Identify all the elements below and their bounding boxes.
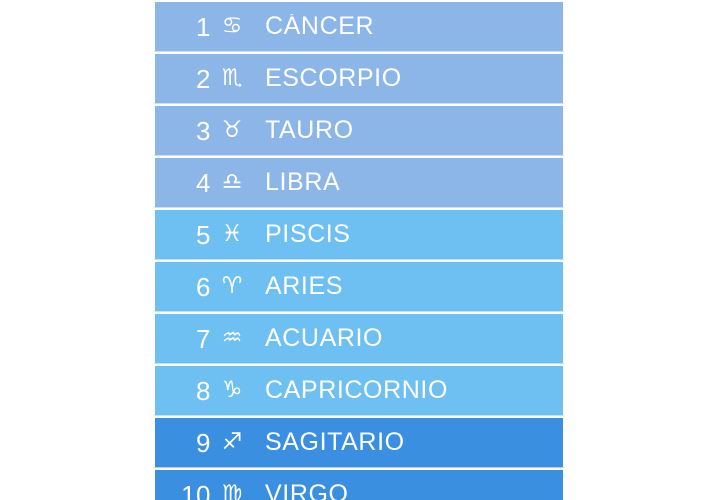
scorpio-symbol-icon: ♏: [221, 65, 243, 91]
zodiac-row[interactable]: 10 ♍ VIRGO: [153, 468, 565, 500]
zodiac-sign-label: ARIES: [265, 274, 344, 299]
zodiac-row[interactable]: 8 ♑ CAPRICORNIO: [153, 364, 565, 416]
rank-number: 6: [196, 271, 211, 302]
zodiac-row[interactable]: 1 ♋ CÁNCER: [153, 0, 565, 52]
zodiac-row[interactable]: 3 ♉ TAURO: [153, 104, 565, 156]
zodiac-row[interactable]: 2 ♏ ESCORPIO: [153, 52, 565, 104]
rank-number: 2: [196, 63, 211, 94]
zodiac-sign-label: SAGITARIO: [265, 430, 405, 455]
rank-number: 3: [196, 115, 211, 146]
rank-number: 8: [196, 375, 211, 406]
zodiac-sign-label: VIRGO: [265, 482, 349, 500]
zodiac-sign-label: ACUARIO: [265, 326, 384, 351]
aries-symbol-icon: ♈: [221, 273, 243, 299]
libra-symbol-icon: ♎: [221, 169, 243, 195]
zodiac-ranking-list[interactable]: 1 ♋ CÁNCER 2 ♏ ESCORPIO 3 ♉ TAURO 4 ♎ LIBRA 5 ♓ PISCIS…: [153, 0, 565, 500]
zodiac-sign-label: CÁNCER: [265, 14, 375, 39]
rank-number: 9: [196, 427, 211, 458]
rank-number: 10: [181, 479, 211, 500]
zodiac-row[interactable]: 6 ♈ ARIES: [153, 260, 565, 312]
zodiac-row[interactable]: 7 ♒ ACUARIO: [153, 312, 565, 364]
rank-number: 5: [196, 219, 211, 250]
rank-number: 4: [196, 167, 211, 198]
rank-number: 1: [196, 11, 211, 42]
cancer-symbol-icon: ♋: [221, 13, 243, 39]
zodiac-row[interactable]: 4 ♎ LIBRA: [153, 156, 565, 208]
zodiac-sign-label: PISCIS: [265, 222, 351, 247]
zodiac-row[interactable]: 9 ♐ SAGITARIO: [153, 416, 565, 468]
zodiac-sign-label: ESCORPIO: [265, 66, 402, 91]
zodiac-sign-label: LIBRA: [265, 170, 341, 195]
sagittarius-symbol-icon: ♐: [221, 429, 243, 455]
zodiac-sign-label: TAURO: [265, 118, 354, 143]
capricorn-symbol-icon: ♑: [221, 377, 243, 403]
pisces-symbol-icon: ♓: [221, 221, 243, 247]
rank-number: 7: [196, 323, 211, 354]
aquarius-symbol-icon: ♒: [221, 325, 243, 351]
zodiac-row[interactable]: 5 ♓ PISCIS: [153, 208, 565, 260]
taurus-symbol-icon: ♉: [221, 117, 243, 143]
virgo-symbol-icon: ♍: [221, 481, 243, 500]
zodiac-sign-label: CAPRICORNIO: [265, 378, 449, 403]
